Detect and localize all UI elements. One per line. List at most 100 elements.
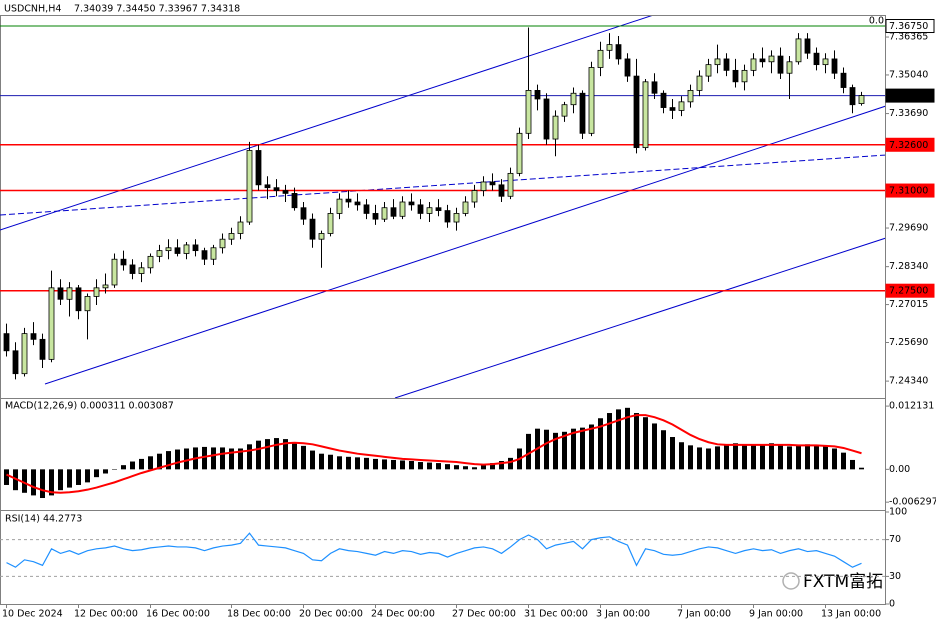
macd-bar [382,459,387,470]
macd-bar [301,445,306,470]
level-label: 7.34318 [889,91,928,102]
macd-bar [769,443,774,470]
macd-bar [4,469,9,485]
candle-body [651,81,658,94]
candle-body [498,184,505,197]
candle-body [381,207,388,220]
candle-body [102,284,109,289]
macd-bar [814,445,819,470]
macd-bar [238,448,243,470]
level-label: 7.27500 [889,286,928,297]
candle-body [606,44,613,51]
channel-dashed [0,154,885,216]
macd-bar [373,458,378,470]
rsi-panel-frame [0,510,886,605]
candle-body [552,115,559,140]
candle-body [390,207,397,217]
candle-body [417,204,424,214]
macd-bar [346,456,351,470]
trendlines [0,16,885,398]
candle-body [399,201,406,217]
y-tick-label: 30 [889,571,901,582]
candle-body [192,244,199,252]
rsi-label: RSI(14) 44.2773 [5,514,82,525]
candle-body [3,333,10,352]
chart-header: USDCNH,H4 [4,4,61,15]
macd-bar [130,461,135,470]
macd-bar [418,462,423,470]
candle-body [273,187,280,191]
candle-body [372,213,379,220]
macd-bar [58,469,63,491]
candles [3,27,865,380]
candle-body [282,190,289,194]
y-tick-label: 7.28340 [889,261,928,272]
level-label-box [885,19,935,34]
macd-bar [175,449,180,470]
macd-bar [49,469,54,496]
macd-bar [652,423,657,470]
candle-body [120,258,127,266]
macd-bar [355,457,360,470]
macd-bar [229,448,234,470]
candle-body [426,207,433,214]
macd-bar [679,442,684,470]
macd-bar [256,440,261,470]
candle-body [255,150,262,186]
candle-body [786,61,793,74]
candle-body [444,210,451,223]
macd-bar [544,429,549,470]
macd-bar [319,453,324,470]
level-label-box [885,137,935,152]
candle-body [111,258,118,286]
candle-body [174,247,181,254]
candle-body [741,69,748,83]
candle-body [723,58,730,71]
candle-body [237,221,244,234]
candle-body [714,58,721,66]
macd-bar [580,427,585,470]
macd-bar [499,460,504,470]
macd-bar [463,466,468,470]
macd-bar [634,413,639,470]
candle-body [588,67,595,134]
y-tick-label: 7.36365 [889,32,928,43]
candle-body [39,338,46,360]
candle-body [750,58,757,71]
channel-upper [0,16,653,231]
candle-body [183,244,190,254]
candle-body [615,44,622,60]
candle-body [489,181,496,186]
y-tick-label: 0.012131 [889,401,934,412]
x-tick-label: 24 Dec 00:00 [371,609,435,620]
macd-bar [823,446,828,470]
candle-body [30,333,37,340]
macd-bar [832,448,837,470]
candle-body [642,81,649,149]
macd-bar [562,431,567,470]
macd-bar [40,469,45,499]
y-tick-label: 7.33690 [889,108,928,119]
level-label: 7.31000 [889,186,928,197]
x-tick-label: 9 Jan 00:00 [749,609,803,620]
y-tick-label: 7.24340 [889,376,928,387]
watermark-icon [782,572,800,590]
candle-body [453,213,460,223]
macd-bar [454,465,459,470]
macd-bar [598,418,603,470]
candle-body [678,101,685,111]
x-tick-label: 16 Dec 00:00 [146,609,210,620]
macd-bar [643,417,648,470]
candle-body [561,104,568,117]
macd-bar [409,460,414,470]
macd-bar [265,439,270,470]
macd-bar [805,444,810,470]
candle-body [732,69,739,83]
macd-bar [157,453,162,470]
macd-bar [67,469,72,488]
macd-bar [310,450,315,470]
macd-bar [94,469,99,478]
macd-bar [616,409,621,470]
candle-body [579,92,586,134]
